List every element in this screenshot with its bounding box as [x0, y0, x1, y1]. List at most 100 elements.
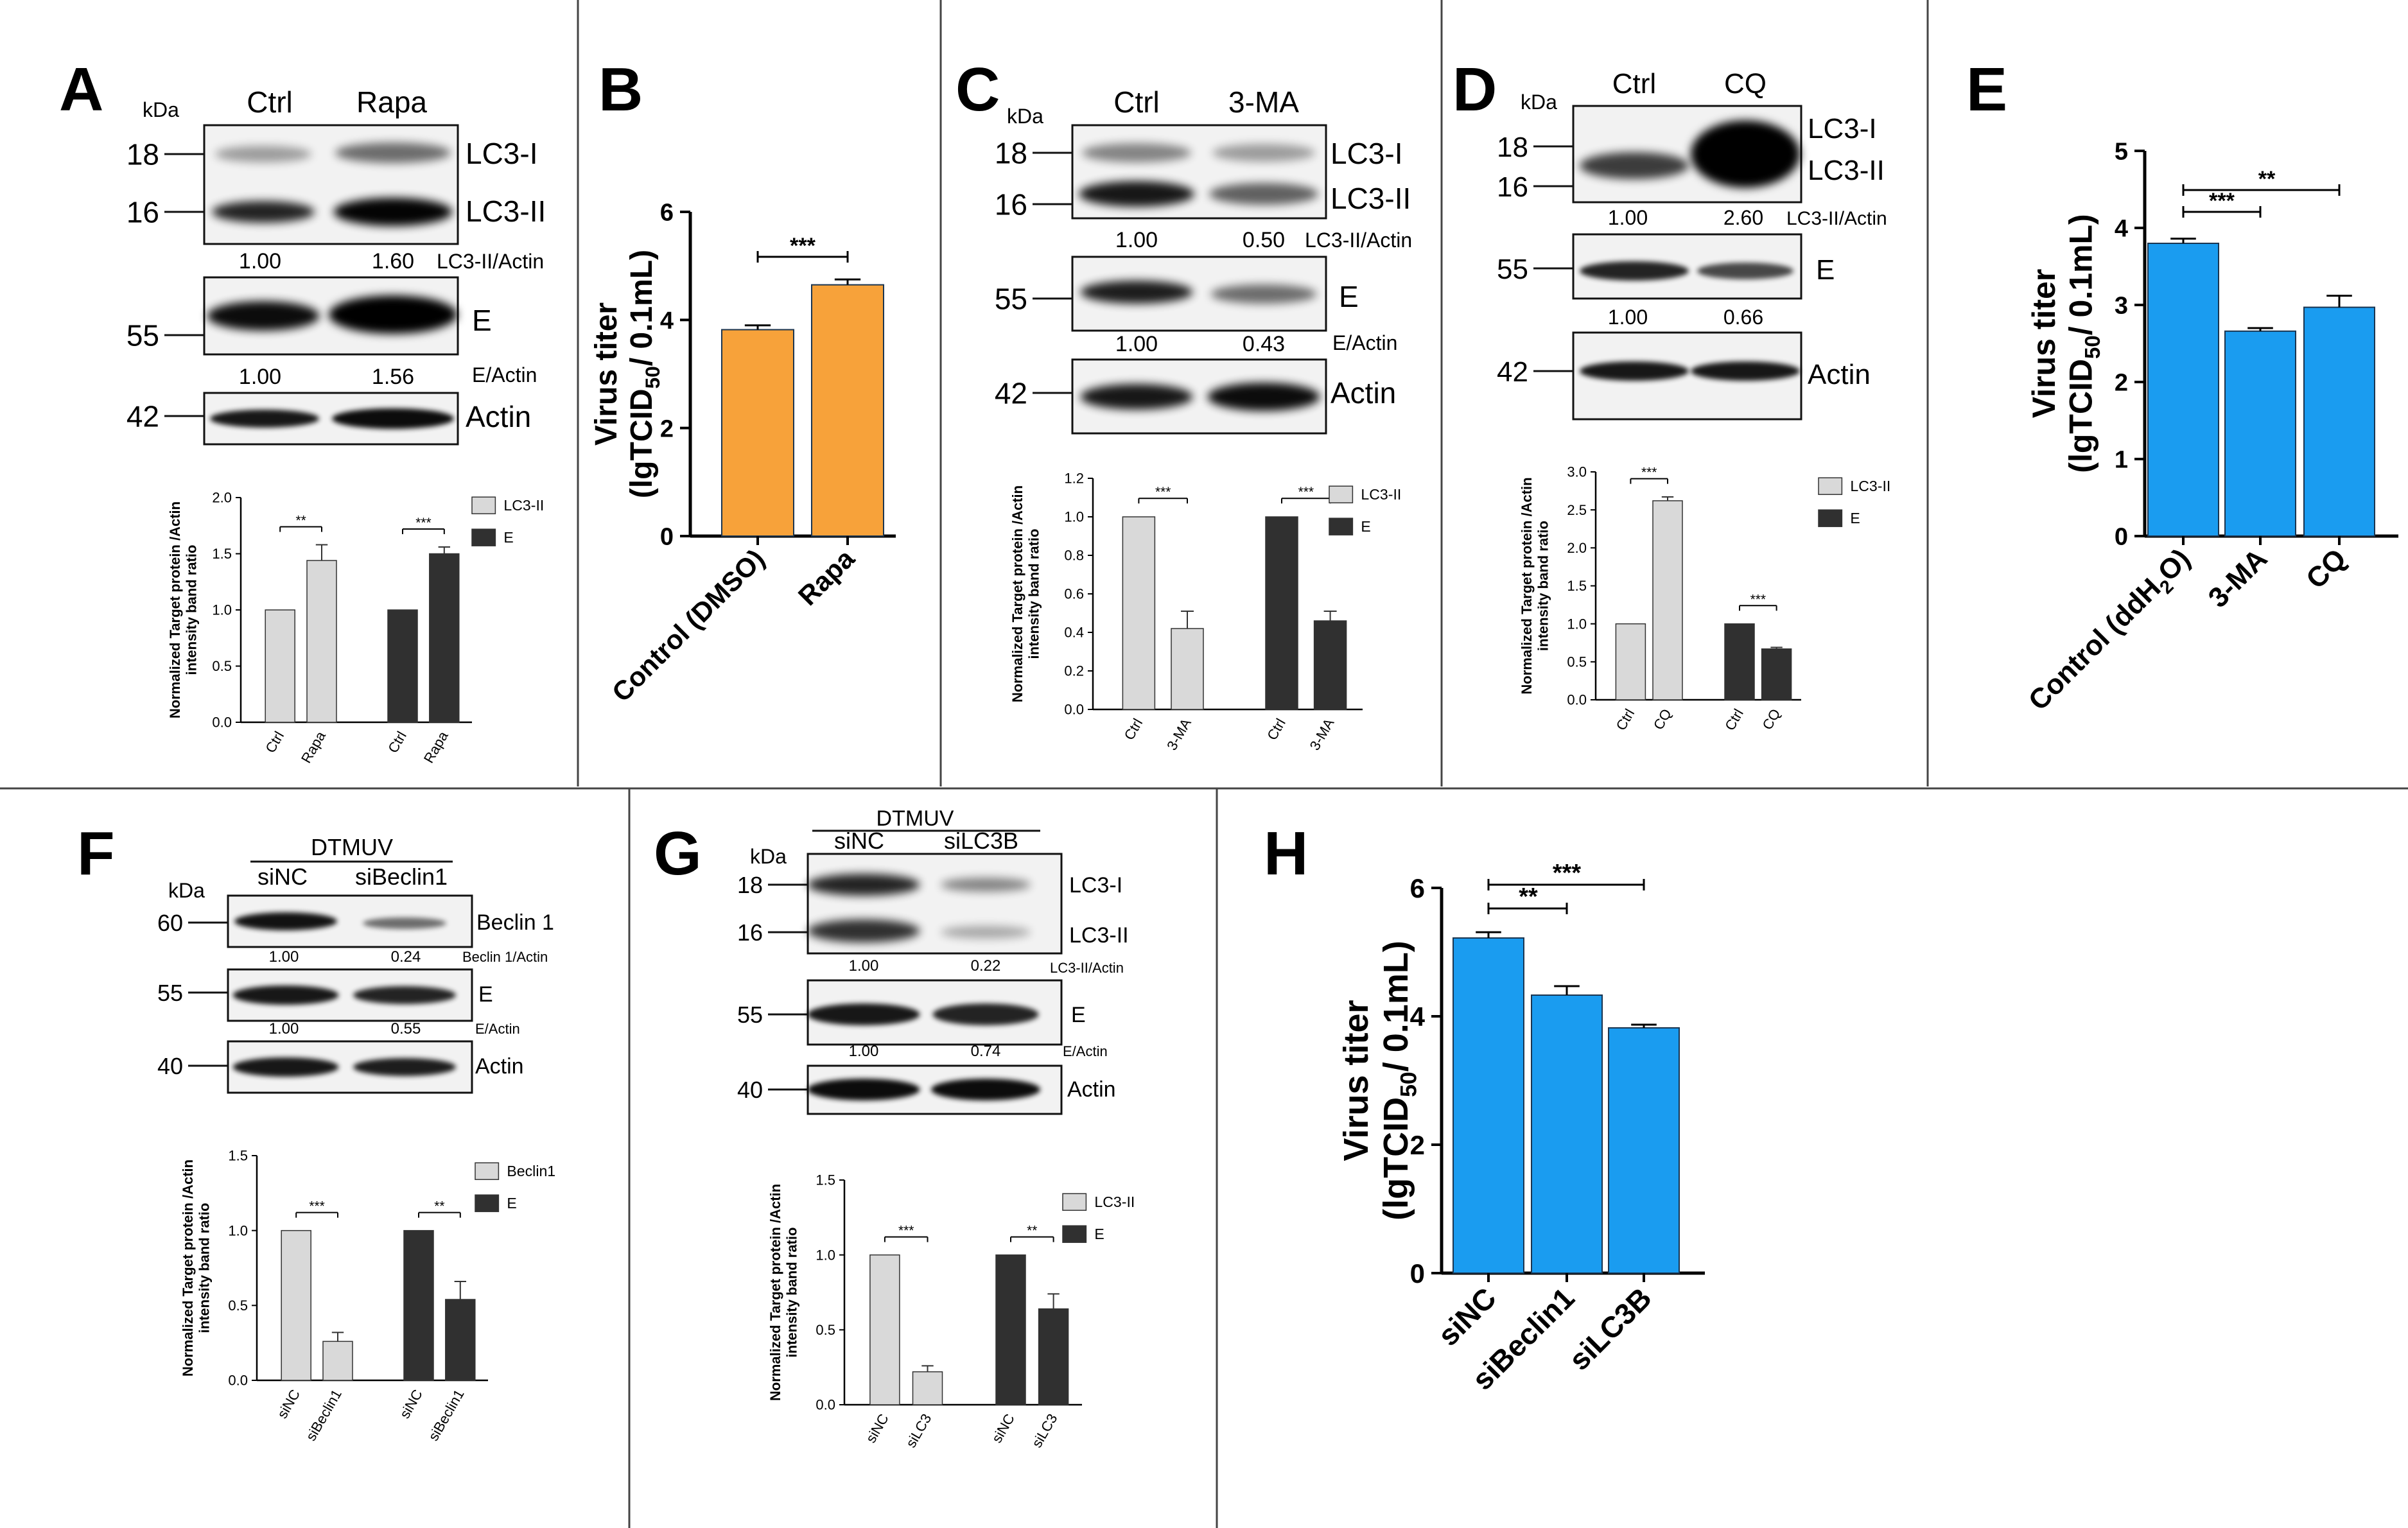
panel-label-e: E — [1966, 55, 2007, 124]
legend-swatch — [1818, 477, 1843, 495]
a-band-e-rapa — [329, 295, 457, 334]
c-ratio2-3ma: 0.43 — [1243, 332, 1285, 356]
bar — [445, 1299, 476, 1381]
y-tick-label: 0.5 — [228, 1298, 248, 1314]
d-ratio1-ctrl: 1.00 — [1608, 206, 1648, 229]
bar — [403, 1229, 434, 1381]
bar — [811, 284, 884, 537]
c-marker-42-label: 42 — [995, 377, 1027, 410]
x-tick-label: siLC3 — [1029, 1411, 1061, 1450]
y-tick-label: 6 — [660, 200, 674, 227]
legend-label: LC3-II — [503, 497, 544, 514]
y-tick-label: 0.0 — [1567, 692, 1587, 708]
d-band-actin-ctrl — [1580, 361, 1689, 381]
c-marker-16-label: 16 — [995, 188, 1027, 221]
y-tick-label: 0 — [2115, 524, 2128, 551]
y-axis-title: Normalized Target protein /Actin — [767, 1184, 783, 1401]
bar — [281, 1229, 311, 1381]
d-marker-18-label: 18 — [1497, 132, 1528, 163]
y-axis-title-line2: intensity band ratio — [183, 545, 199, 675]
sig-label: ** — [1027, 1224, 1037, 1238]
y-tick-label: 0.0 — [228, 1373, 248, 1389]
y-axis-title: Virus titer — [1337, 1000, 1375, 1161]
g-band-label-lc3ii: LC3-II — [1069, 923, 1129, 948]
bar — [1038, 1308, 1069, 1405]
a-band-lc3ii-rapa — [333, 198, 453, 226]
d-marker-55-label: 55 — [1497, 254, 1528, 285]
g-band-actin-silc3b — [931, 1079, 1040, 1100]
y-axis-title: Virus titer — [2026, 269, 2062, 419]
y-tick-label: 1.0 — [212, 602, 232, 618]
a-ratio1-rapa: 1.60 — [372, 249, 414, 273]
g-ratio2-sinc: 1.00 — [849, 1043, 879, 1060]
f-ratio2-sinc: 1.00 — [269, 1020, 299, 1037]
bar — [1122, 516, 1156, 710]
a-lane-ctrl: Ctrl — [247, 85, 293, 119]
g-band-lc3i-sinc — [807, 874, 920, 896]
c-ratio2-ctrl: 1.00 — [1115, 332, 1158, 356]
f-band-e-sinc — [232, 985, 339, 1005]
c-lane-3ma: 3-MA — [1228, 85, 1299, 119]
y-tick-label: 3 — [2115, 293, 2128, 320]
legend-label: E — [1850, 510, 1860, 526]
g-ratio1-label: LC3-II/Actin — [1050, 960, 1124, 976]
c-band-lc3ii-ctrl — [1079, 181, 1194, 207]
c-band-actin-3ma — [1207, 383, 1320, 411]
a-marker-16-label: 16 — [127, 196, 159, 229]
chart-D-quant: 0.0 0.5 1.0 1.5 2.0 2.5 3.0 Ctrl CQ Ctrl CQ *** *** N… — [1519, 464, 1890, 733]
y-axis-title-unit: (lgTCID50/ 0.1mL) — [1377, 941, 1422, 1220]
y-tick-label: 2.0 — [1567, 540, 1587, 556]
bar — [1531, 994, 1603, 1274]
f-ratio1-sibeclin1: 0.24 — [391, 948, 421, 966]
g-band-e-silc3b — [932, 1003, 1039, 1025]
f-marker-55-label: 55 — [157, 980, 183, 1006]
bar — [721, 329, 794, 537]
g-band-lc3ii-sinc — [807, 919, 920, 942]
x-tick-label: siLC3B — [1562, 1281, 1658, 1376]
y-tick-label: 0 — [1410, 1258, 1425, 1289]
g-band-label-e: E — [1071, 1003, 1086, 1027]
g-group: DTMUV — [877, 806, 954, 831]
y-tick-label: 0 — [660, 524, 674, 551]
f-lane-sinc: siNC — [257, 864, 308, 890]
a-blot-lc3 — [203, 124, 459, 245]
c-band-lc3i-ctrl — [1082, 143, 1191, 162]
a-marker-18-label: 18 — [127, 138, 159, 171]
x-tick-label: Rapa — [298, 728, 329, 766]
a-band-label-e: E — [472, 304, 492, 337]
bar — [2147, 243, 2219, 537]
x-tick-label: siNC — [862, 1411, 892, 1446]
sig-label: *** — [1750, 592, 1766, 607]
y-tick-label: 4 — [660, 308, 674, 334]
x-tick-label: Rapa — [792, 543, 860, 611]
c-band-lc3i-3ma — [1212, 144, 1315, 162]
legend-label: LC3-II — [1850, 478, 1890, 494]
legend-swatch — [1818, 509, 1843, 527]
d-band-e-cq — [1697, 263, 1793, 279]
g-band-label-lc3i: LC3-I — [1069, 873, 1122, 898]
y-tick-label: 1.0 — [1064, 509, 1084, 525]
sig-label: *** — [309, 1199, 324, 1214]
bar — [995, 1254, 1026, 1405]
y-axis-title-unit: (lgTCID50/ 0.1mL) — [625, 250, 664, 498]
y-tick-label: 0.0 — [816, 1397, 835, 1413]
y-tick-label: 1.0 — [228, 1222, 248, 1238]
chart-C-quant: 0.0 0.2 0.4 0.6 0.8 1.0 1.2 Ctrl 3-MA Ctrl 3-MA ***… — [1009, 471, 1401, 753]
y-tick-label: 0.5 — [816, 1322, 835, 1338]
d-ratio2-ctrl: 1.00 — [1608, 306, 1648, 329]
x-tick-label: CQ — [2300, 543, 2352, 595]
f-marker-40-label: 40 — [157, 1053, 183, 1079]
sig-label: *** — [898, 1224, 914, 1238]
x-tick-label: siLC3 — [903, 1411, 935, 1450]
f-band-label-beclin1: Beclin 1 — [476, 910, 554, 935]
d-band-label-actin: Actin — [1808, 359, 1871, 390]
a-ratio2-label: E/Actin — [472, 363, 537, 386]
panel-label-b: B — [598, 55, 643, 124]
x-tick-label: siNC — [274, 1387, 304, 1421]
f-band-actin-sibeclin1 — [353, 1058, 456, 1076]
x-tick-label: Ctrl — [1722, 706, 1747, 733]
